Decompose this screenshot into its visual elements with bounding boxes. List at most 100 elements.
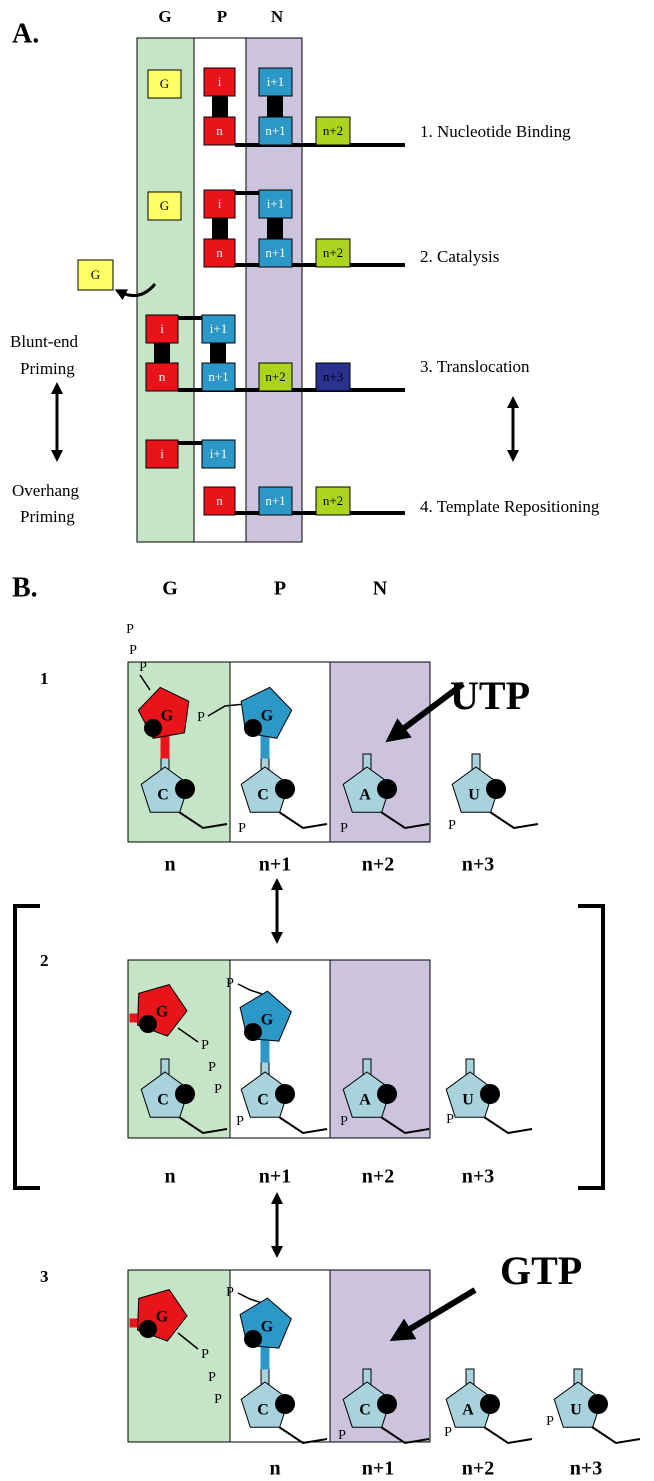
sugar-label: G — [261, 1319, 274, 1336]
base-pair — [212, 96, 228, 117]
position-label: n+3 — [462, 854, 495, 876]
phosphate: P — [139, 660, 147, 675]
phosphate: P — [129, 643, 137, 658]
sugar-stem — [261, 736, 269, 758]
base-dot — [480, 1394, 500, 1414]
phosphate: P — [226, 1285, 234, 1300]
sugar-dot — [244, 1330, 262, 1348]
base-label: A — [359, 787, 371, 804]
sugar-stem — [161, 736, 169, 758]
incoming-ntp: UTP — [450, 673, 530, 718]
base-dot — [480, 1084, 500, 1104]
base-dot — [275, 779, 295, 799]
nucleotide-label: i+1 — [210, 446, 227, 461]
position-label: n+3 — [462, 1166, 495, 1188]
sugar-dot — [244, 1023, 262, 1041]
phosphate: P — [446, 1112, 454, 1127]
row-number: 2 — [40, 951, 49, 970]
base-dot — [275, 1084, 295, 1104]
figure: A.GPNGii+1nn+1n+21. Nucleotide BindingGi… — [0, 0, 654, 1481]
sugar-stem — [261, 1040, 269, 1062]
position-label: n — [269, 1458, 280, 1480]
base-label: C — [257, 1092, 269, 1109]
side-label: Blunt-end — [10, 332, 78, 351]
incoming-ntp: GTP — [500, 1248, 582, 1293]
base-pair — [212, 218, 228, 239]
position-label: n+3 — [570, 1458, 603, 1480]
phosphate: P — [126, 622, 134, 637]
phosphate: P — [214, 1392, 222, 1407]
nucleotide-label: n+1 — [265, 493, 285, 508]
sugar-label: G — [161, 708, 174, 725]
side-label: Overhang — [12, 481, 80, 500]
row-number: 3 — [40, 1267, 49, 1286]
nucleotide-label: i+1 — [210, 321, 227, 336]
nucleotide-label: i — [218, 196, 222, 211]
phosphate: P — [201, 1038, 209, 1053]
sugar-label: G — [261, 708, 274, 725]
base-label: U — [570, 1402, 582, 1419]
nucleotide-label: n+1 — [208, 369, 228, 384]
backbone — [484, 1427, 532, 1443]
base-pair — [267, 96, 283, 117]
nucleotide-label: n — [159, 369, 166, 384]
phosphate: P — [197, 710, 205, 725]
panel-label: A. — [12, 18, 39, 49]
g-site — [128, 662, 230, 842]
backbone — [490, 812, 538, 828]
sugar-dot — [144, 719, 162, 737]
nucleotide-label: n+2 — [323, 123, 343, 138]
base-label: C — [257, 787, 269, 804]
phosphate: P — [208, 1060, 216, 1075]
base-dot — [377, 1394, 397, 1414]
nucleotide-label: G — [160, 198, 169, 213]
nucleotide-label: i+1 — [267, 196, 284, 211]
position-label: n+1 — [259, 854, 292, 876]
column-header: G — [158, 7, 171, 26]
nucleotide-label: n+2 — [323, 245, 343, 260]
sugar-dot — [139, 1015, 157, 1033]
phosphate: P — [444, 1425, 452, 1440]
nucleotide-label: n+2 — [265, 369, 285, 384]
nucleotide-label: i — [160, 446, 164, 461]
phosphate: P — [340, 1114, 348, 1129]
bracket — [578, 906, 603, 1188]
phosphate: P — [340, 821, 348, 836]
row-number: 1 — [40, 669, 49, 688]
phosphate: P — [448, 818, 456, 833]
base-label: U — [468, 787, 480, 804]
base-label: C — [157, 787, 169, 804]
panel-label: B. — [12, 572, 38, 603]
nucleotide-label: n+3 — [323, 369, 343, 384]
sugar-label: G — [156, 1004, 169, 1021]
nucleotide-label: G — [91, 267, 100, 282]
position-label: n — [164, 1166, 175, 1188]
phosphate: P — [226, 976, 234, 991]
position-label: n+2 — [362, 854, 395, 876]
phosphate: P — [208, 1370, 216, 1385]
column-header: P — [217, 7, 227, 26]
position-label: n+2 — [462, 1458, 495, 1480]
backbone — [484, 1117, 532, 1133]
base-pair — [267, 218, 283, 239]
phosphate: P — [236, 1114, 244, 1129]
position-label: n+2 — [362, 1166, 395, 1188]
nucleotide-label: i — [218, 74, 222, 89]
nucleotide-label: n+2 — [323, 493, 343, 508]
nucleotide-label: n — [216, 123, 223, 138]
phosphate: P — [214, 1082, 222, 1097]
column-header: N — [373, 578, 388, 600]
sugar-dot — [244, 719, 262, 737]
bracket — [15, 906, 40, 1188]
nucleotide-label: i+1 — [267, 74, 284, 89]
nucleotide-label: n — [216, 245, 223, 260]
column-header: P — [274, 578, 286, 600]
base-dot — [588, 1394, 608, 1414]
position-label: n+1 — [362, 1458, 395, 1480]
base-pair — [210, 343, 226, 364]
column-header: G — [162, 578, 178, 600]
base-label: C — [157, 1092, 169, 1109]
p-site — [230, 662, 330, 842]
base-dot — [275, 1394, 295, 1414]
base-label: U — [462, 1092, 474, 1109]
